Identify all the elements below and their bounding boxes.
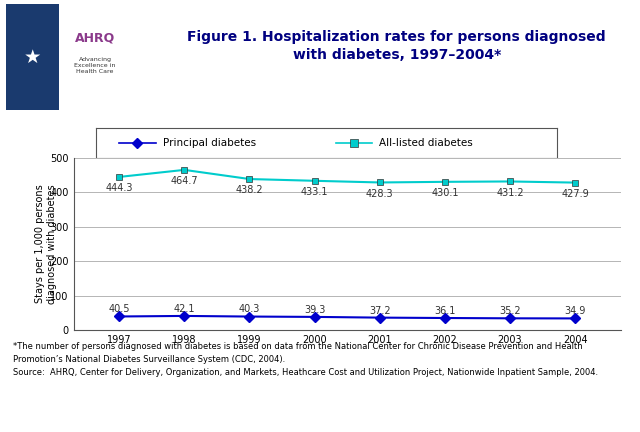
Text: 37.2: 37.2 (369, 305, 390, 315)
Text: 430.1: 430.1 (431, 188, 459, 198)
Text: ★: ★ (24, 48, 42, 67)
Text: 428.3: 428.3 (366, 189, 394, 199)
Text: 431.2: 431.2 (496, 187, 524, 198)
Text: 39.3: 39.3 (304, 305, 325, 315)
Text: Figure 1. Hospitalization rates for persons diagnosed
with diabetes, 1997–2004*: Figure 1. Hospitalization rates for pers… (188, 30, 606, 62)
Text: 464.7: 464.7 (170, 176, 198, 186)
FancyBboxPatch shape (6, 4, 59, 110)
Y-axis label: Stays per 1,000 persons
diagnosed with diabetes: Stays per 1,000 persons diagnosed with d… (35, 184, 57, 304)
Text: *The number of persons diagnosed with diabetes is based on data from the Nationa: *The number of persons diagnosed with di… (13, 342, 598, 377)
Text: 438.2: 438.2 (236, 185, 263, 195)
Text: AHRQ: AHRQ (75, 32, 115, 44)
Text: 427.9: 427.9 (561, 189, 589, 199)
Text: 433.1: 433.1 (301, 187, 328, 197)
Text: 444.3: 444.3 (106, 183, 133, 193)
Text: 35.2: 35.2 (499, 306, 521, 316)
Text: Principal diabetes: Principal diabetes (163, 138, 256, 148)
Text: Advancing
Excellence in
Health Care: Advancing Excellence in Health Care (74, 57, 116, 74)
Text: 40.3: 40.3 (239, 305, 260, 314)
Text: 34.9: 34.9 (564, 306, 586, 316)
Text: 40.5: 40.5 (108, 305, 130, 314)
Text: All-listed diabetes: All-listed diabetes (380, 138, 473, 148)
Text: 42.1: 42.1 (173, 304, 195, 314)
Text: 36.1: 36.1 (434, 306, 456, 316)
